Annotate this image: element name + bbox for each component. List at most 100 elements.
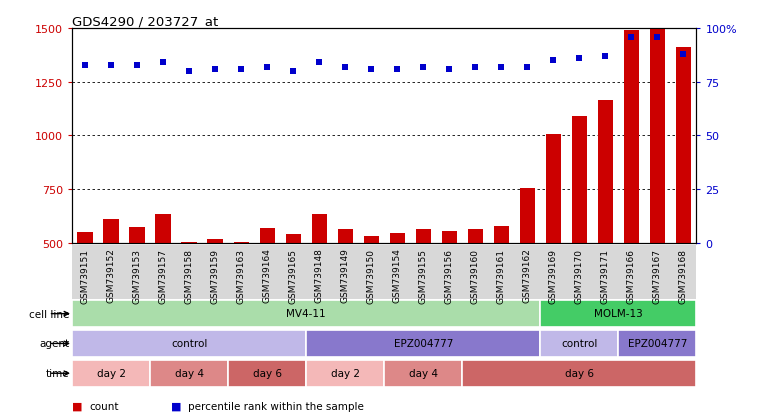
Bar <box>467 229 483 351</box>
Point <box>261 64 273 71</box>
Text: GSM739155: GSM739155 <box>419 248 428 303</box>
Text: agent: agent <box>39 339 69 349</box>
Point <box>339 64 352 71</box>
Bar <box>72 301 540 327</box>
Text: GSM739149: GSM739149 <box>341 248 350 303</box>
Text: GSM739151: GSM739151 <box>81 248 90 303</box>
Point <box>495 64 508 71</box>
Text: day 4: day 4 <box>175 368 204 378</box>
Text: day 6: day 6 <box>565 368 594 378</box>
Bar <box>151 360 228 387</box>
Text: GSM739160: GSM739160 <box>471 248 479 303</box>
Text: GSM739154: GSM739154 <box>393 248 402 303</box>
Point <box>470 64 482 71</box>
Text: day 6: day 6 <box>253 368 282 378</box>
Text: GSM739156: GSM739156 <box>445 248 454 303</box>
Text: cell line: cell line <box>29 309 69 319</box>
Bar <box>390 234 405 351</box>
Bar <box>129 227 145 351</box>
Point <box>183 69 196 75</box>
Text: GSM739158: GSM739158 <box>185 248 194 303</box>
Text: GSM739150: GSM739150 <box>367 248 376 303</box>
Bar <box>463 360 696 387</box>
Text: GDS4290 / 203727_at: GDS4290 / 203727_at <box>72 15 218 28</box>
Bar <box>364 237 379 351</box>
Bar <box>306 330 540 357</box>
Point <box>626 34 638 41</box>
Bar <box>619 330 696 357</box>
Bar <box>260 228 275 351</box>
Point <box>547 58 559 64</box>
Bar <box>597 101 613 351</box>
Text: MOLM-13: MOLM-13 <box>594 308 643 318</box>
Bar <box>228 360 306 387</box>
Bar <box>650 30 665 351</box>
Point <box>521 64 533 71</box>
Bar <box>676 48 691 351</box>
Bar <box>72 330 306 357</box>
Point <box>417 64 429 71</box>
Bar <box>540 330 619 357</box>
Text: day 2: day 2 <box>331 368 360 378</box>
Text: GSM739165: GSM739165 <box>289 248 298 303</box>
Text: ■: ■ <box>72 401 83 411</box>
Point <box>651 34 664 41</box>
Text: day 4: day 4 <box>409 368 438 378</box>
Point <box>599 53 611 60</box>
Bar <box>103 220 119 351</box>
Point <box>235 66 247 73</box>
Point <box>365 66 377 73</box>
Bar <box>208 239 223 351</box>
Bar <box>155 214 171 351</box>
Point <box>443 66 455 73</box>
Bar <box>441 231 457 351</box>
Point <box>158 60 170 66</box>
Point <box>287 69 299 75</box>
Text: time: time <box>46 368 69 378</box>
Bar <box>572 117 587 351</box>
Text: GSM739170: GSM739170 <box>575 248 584 303</box>
Text: count: count <box>89 401 119 411</box>
Text: GSM739168: GSM739168 <box>679 248 688 303</box>
Point <box>677 51 689 58</box>
Text: GSM739153: GSM739153 <box>133 248 142 303</box>
Text: GSM739148: GSM739148 <box>315 248 323 303</box>
Text: GSM739167: GSM739167 <box>653 248 662 303</box>
Point <box>105 62 117 69</box>
Text: GSM739171: GSM739171 <box>601 248 610 303</box>
Text: control: control <box>171 338 208 348</box>
Text: GSM739163: GSM739163 <box>237 248 246 303</box>
Text: MV4-11: MV4-11 <box>286 308 326 318</box>
Bar <box>546 135 561 351</box>
Text: GSM739152: GSM739152 <box>107 248 116 303</box>
Point <box>314 60 326 66</box>
Bar <box>72 360 151 387</box>
Text: GSM739164: GSM739164 <box>263 248 272 303</box>
Bar <box>78 233 93 351</box>
Bar <box>416 229 431 351</box>
Text: GSM739166: GSM739166 <box>627 248 635 303</box>
Text: EPZ004777: EPZ004777 <box>628 338 687 348</box>
Text: day 2: day 2 <box>97 368 126 378</box>
Bar <box>623 31 639 351</box>
Point <box>79 62 91 69</box>
Bar <box>494 226 509 351</box>
Text: GSM739157: GSM739157 <box>159 248 167 303</box>
Bar <box>384 360 463 387</box>
Point <box>573 56 585 62</box>
Point <box>391 66 403 73</box>
Text: GSM739159: GSM739159 <box>211 248 220 303</box>
Text: EPZ004777: EPZ004777 <box>393 338 453 348</box>
Bar <box>540 301 696 327</box>
Text: GSM739169: GSM739169 <box>549 248 558 303</box>
Text: GSM739162: GSM739162 <box>523 248 532 303</box>
Bar <box>520 189 535 351</box>
Bar <box>285 235 301 351</box>
Text: ■: ■ <box>171 401 182 411</box>
Text: control: control <box>561 338 597 348</box>
Bar <box>182 242 197 351</box>
Bar <box>311 214 327 351</box>
Point <box>131 62 143 69</box>
Bar <box>234 242 249 351</box>
Bar <box>306 360 384 387</box>
